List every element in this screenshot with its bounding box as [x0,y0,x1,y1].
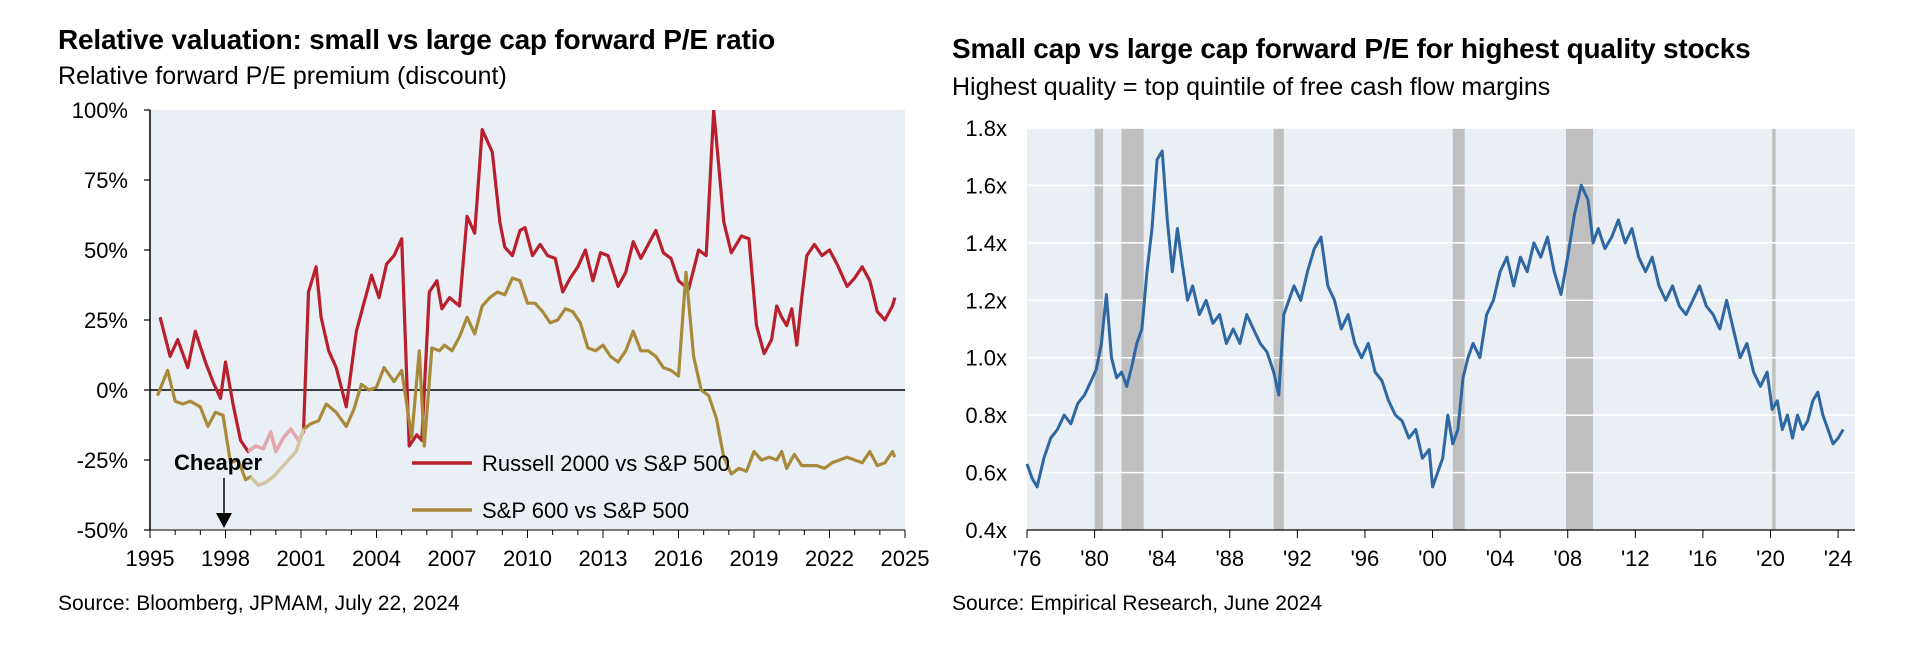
legend-sp600-label: S&P 600 vs S&P 500 [482,498,689,523]
right-chart-subtitle: Highest quality = top quintile of free c… [952,73,1551,101]
recession-band [1121,128,1144,530]
left-chart-panel: Relative valuation: small vs large cap f… [0,0,940,655]
right-x-tick-label: '80 [1080,546,1109,571]
right-chart-panel: Small cap vs large cap forward P/E for h… [940,0,1920,655]
recession-band [1094,128,1104,530]
left-x-tick-label: 1998 [201,546,250,571]
right-x-tick-label: '16 [1689,546,1718,571]
right-chart-source: Source: Empirical Research, June 2024 [952,592,1323,615]
right-y-tick-label: 1.4x [965,231,1007,256]
right-y-tick-label: 0.6x [965,461,1007,486]
left-x-tick-label: 2004 [352,546,401,571]
left-x-tick-label: 2001 [277,546,326,571]
right-y-tick-label: 1.0x [965,346,1007,371]
recession-band [1452,128,1465,530]
right-y-tick-label: 0.4x [965,518,1007,543]
right-x-tick-label: '92 [1283,546,1312,571]
legend-russell-label: Russell 2000 vs S&P 500 [482,451,730,476]
right-x-tick-label: '00 [1418,546,1447,571]
left-chart-source: Source: Bloomberg, JPMAM, July 22, 2024 [58,592,460,615]
sp600-faded-segment [249,428,306,487]
left-x-tick-label: 2019 [730,546,779,571]
left-y-tick-label: -50% [77,518,128,543]
quality-pe-line [1025,149,1845,489]
left-x-tick-label: 1995 [126,546,175,571]
right-x-tick-label: '04 [1486,546,1515,571]
left-x-tick-label: 2007 [428,546,477,571]
left-chart-subtitle: Relative forward P/E premium (discount) [58,62,507,90]
left-x-tick-label: 2025 [881,546,930,571]
right-x-tick-label: '88 [1215,546,1244,571]
russell-2000-faded-segment [247,427,305,454]
cheaper-arrow-head-icon [216,513,232,528]
left-plot-area [150,110,905,530]
recession-band [1772,128,1776,530]
left-x-tick-label: 2016 [654,546,703,571]
right-y-tick-label: 1.6x [965,173,1007,198]
right-chart-title: Small cap vs large cap forward P/E for h… [952,33,1751,64]
left-x-tick-label: 2022 [805,546,854,571]
right-x-tick-label: '84 [1148,546,1177,571]
right-chart: 0.4x 0.6x 0.8x 1.0x 1.2x 1.4x 1.6x 1.8x '76 '80 '8… [965,116,1855,571]
recession-band [1273,128,1284,530]
right-y-tick-label: 1.2x [965,288,1007,313]
left-y-tick-label: 50% [84,238,128,263]
right-x-tick-label: '76 [1013,546,1042,571]
left-y-tick-label: 75% [84,168,128,193]
left-y-tick-label: 0% [96,378,128,403]
left-y-tick-label: -25% [77,448,128,473]
left-x-tick-label: 2010 [503,546,552,571]
left-y-tick-label: 100% [72,98,128,123]
left-x-tick-label: 2013 [579,546,628,571]
right-x-tick-label: '96 [1351,546,1380,571]
left-y-tick-label: 25% [84,308,128,333]
right-y-tick-label: 1.8x [965,116,1007,141]
right-x-tick-label: '12 [1621,546,1650,571]
right-y-tick-label: 0.8x [965,403,1007,428]
cheaper-annotation: Cheaper [174,450,262,475]
right-x-tick-label: '20 [1756,546,1785,571]
right-plot-area [1027,128,1855,530]
left-chart: -50% -25% 0% 25% 50% 75% 100% 1995 1998 2001 2004 2… [72,98,930,571]
right-x-tick-label: '08 [1553,546,1582,571]
left-chart-title: Relative valuation: small vs large cap f… [58,24,776,55]
right-x-tick-label: '24 [1824,546,1853,571]
